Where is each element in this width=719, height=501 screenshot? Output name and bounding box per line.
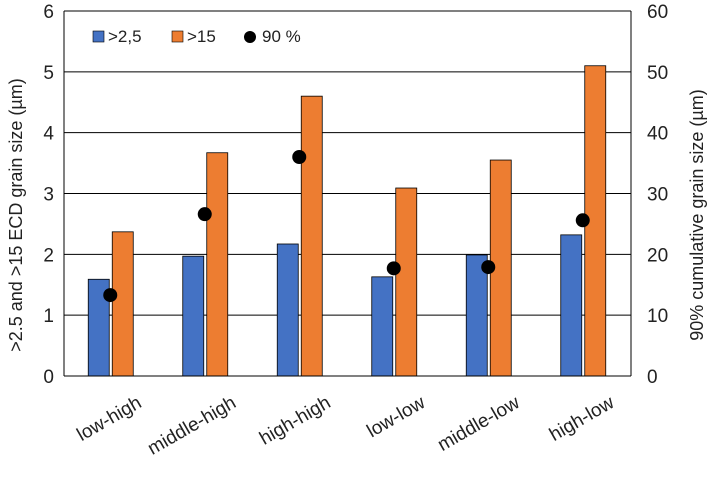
category-label: high-low [546, 392, 618, 446]
dot-series-3 [481, 260, 496, 275]
gridlines [64, 10, 631, 316]
legend-label-series-3: 90 % [262, 27, 301, 46]
bar-series-1 [465, 254, 488, 377]
axes [63, 11, 632, 377]
right-tick-label: 20 [647, 245, 668, 266]
left-tick-label: 4 [43, 124, 54, 145]
right-tick-label: 50 [647, 63, 668, 84]
bar-series-1 [371, 276, 394, 377]
bars-layer [87, 65, 607, 377]
left-tick-label: 1 [43, 306, 54, 327]
category-label: low-low [363, 392, 429, 442]
bar-series-2 [300, 95, 323, 377]
bar-series-1 [182, 255, 205, 377]
legend-marker-series-3 [244, 31, 256, 43]
legend-label-series-1: >2,5 [108, 27, 142, 46]
right-axis-title: 90% cumulative grain size (µm) [687, 89, 707, 340]
dot-series-3 [103, 288, 118, 303]
dots-layer [103, 150, 590, 303]
legend-swatch-series-2 [171, 30, 184, 43]
right-tick-label: 10 [647, 306, 668, 327]
dot-series-3 [197, 207, 212, 222]
right-tick-label: 0 [647, 367, 658, 388]
bar-series-1 [276, 243, 299, 377]
category-label: low-high [74, 392, 146, 446]
legend: >2,5 >15 90 % [92, 27, 301, 46]
legend-label-series-2: >15 [187, 27, 216, 46]
left-tick-label: 5 [43, 63, 54, 84]
left-tick-label: 3 [43, 185, 54, 206]
dot-series-3 [575, 213, 590, 228]
left-tick-label: 2 [43, 245, 54, 266]
category-label: high-high [256, 392, 334, 449]
left-tick-label: 6 [43, 2, 54, 23]
left-tick-labels: 0 1 2 3 4 5 6 [43, 2, 54, 388]
right-tick-label: 30 [647, 185, 668, 206]
dot-series-3 [386, 261, 401, 276]
bar-series-1 [560, 234, 583, 377]
left-axis-title: >2.5 and >15 ECD grain size (µm) [6, 78, 26, 352]
category-label: middle-high [144, 392, 240, 459]
category-label: middle-low [434, 392, 523, 456]
legend-swatch-series-1 [92, 30, 105, 43]
bar-series-2 [206, 152, 229, 377]
right-tick-label: 40 [647, 124, 668, 145]
right-tick-label: 60 [647, 2, 668, 23]
right-tick-labels: 0 10 20 30 40 50 60 [647, 2, 668, 388]
left-tick-label: 0 [43, 367, 54, 388]
bar-series-2 [111, 231, 134, 377]
dot-series-3 [292, 150, 307, 164]
bar-series-2 [395, 187, 418, 377]
